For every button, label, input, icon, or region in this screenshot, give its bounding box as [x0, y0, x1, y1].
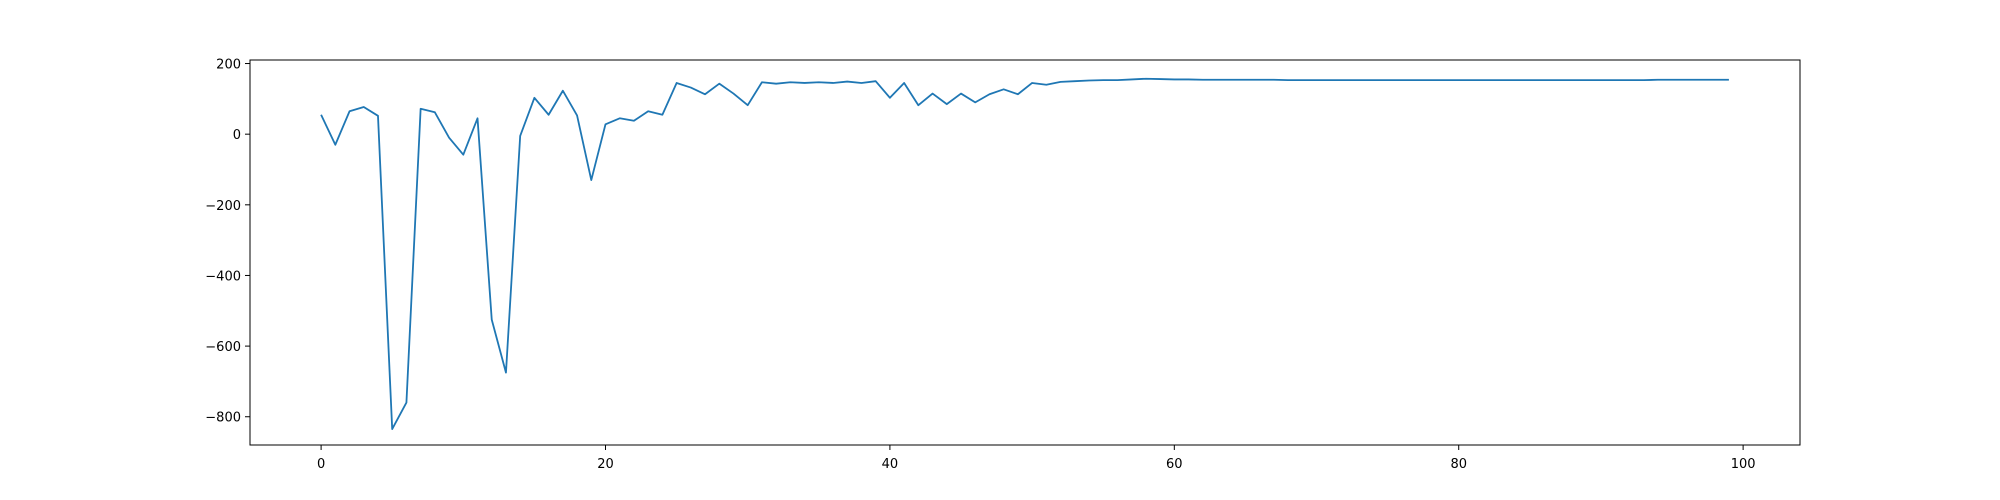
y-tick-label: 200 — [216, 58, 241, 73]
y-tick-label: 0 — [233, 128, 241, 143]
y-tick-label: −800 — [205, 411, 241, 426]
series-layer — [320, 77, 1729, 431]
x-axis: 0 20 40 60 80 100 — [317, 445, 1756, 472]
plot-frame — [249, 59, 1801, 446]
series-line — [320, 77, 1729, 431]
x-tick-label: 100 — [1731, 457, 1756, 472]
x-tick-label: 0 — [317, 457, 325, 472]
y-axis: 200 0 −200 −400 −600 −800 — [205, 58, 250, 426]
y-tick-label: −600 — [205, 340, 241, 355]
y-tick-label: −200 — [205, 199, 241, 214]
x-tick-label: 20 — [597, 457, 614, 472]
x-tick-label: 80 — [1450, 457, 1467, 472]
x-tick-label: 40 — [882, 457, 899, 472]
y-tick-label: −400 — [205, 269, 241, 284]
x-tick-label: 60 — [1166, 457, 1183, 472]
